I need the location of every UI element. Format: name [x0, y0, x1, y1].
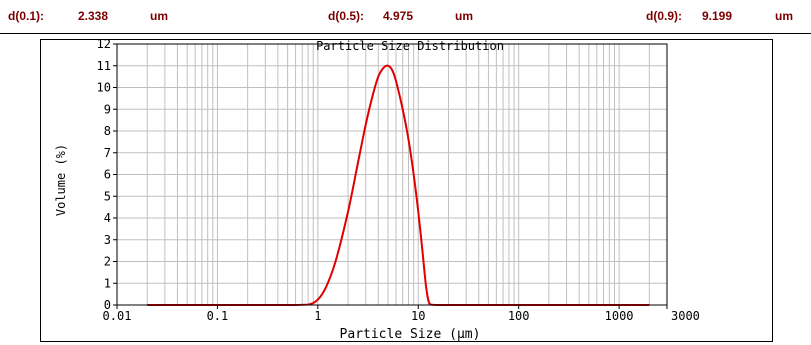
chart-frame [40, 39, 773, 342]
distribution-curve-0 [147, 64, 650, 307]
x-tick-label-4: 100 [508, 309, 530, 323]
y-tick-label-10: 10 [97, 81, 111, 95]
y-tick-label-12: 12 [97, 37, 111, 51]
d50-unit: um [455, 9, 473, 23]
y-tick-label-11: 11 [97, 59, 111, 73]
statistics-divider [0, 33, 811, 34]
d90-label: d(0.9): [646, 9, 682, 23]
d10-label: d(0.1): [8, 9, 44, 23]
y-tick-label-8: 8 [104, 124, 111, 138]
grid-layer [116, 43, 668, 306]
x-tick-label-5: 1000 [605, 309, 634, 323]
y-tick-label-6: 6 [104, 168, 111, 182]
d50-label: d(0.5): [328, 9, 364, 23]
d10-value: 2.338 [78, 9, 109, 23]
y-tick-label-4: 4 [104, 211, 111, 225]
x-tick-label-3: 10 [411, 309, 425, 323]
y-tick-label-2: 2 [104, 255, 111, 269]
y-axis-label: Volume (%) [54, 144, 68, 216]
x-tick-label-2: 1 [314, 309, 321, 323]
x-tick-label-1: 0.1 [207, 309, 229, 323]
d10-unit: um [150, 9, 168, 23]
y-tick-label-5: 5 [104, 189, 111, 203]
x-tick-label-6: 3000 [671, 309, 700, 323]
y-tick-label-7: 7 [104, 146, 111, 160]
statistics-bar: d(0.1): 2.338 um d(0.5): 4.975 um d(0.9)… [0, 0, 811, 34]
y-tick-label-0: 0 [104, 298, 111, 312]
curve-layer [147, 64, 650, 307]
chart-title: Particle Size Distribution [316, 39, 504, 53]
d90-unit: um [775, 9, 793, 23]
x-axis-label: Particle Size (μm) [340, 327, 481, 342]
d90-value: 9.199 [702, 9, 733, 23]
x-tick-label-0: 0.01 [103, 309, 132, 323]
y-tick-label-1: 1 [104, 276, 111, 290]
d50-value: 4.975 [383, 9, 414, 23]
y-tick-label-3: 3 [104, 233, 111, 247]
y-tick-label-9: 9 [104, 102, 111, 116]
